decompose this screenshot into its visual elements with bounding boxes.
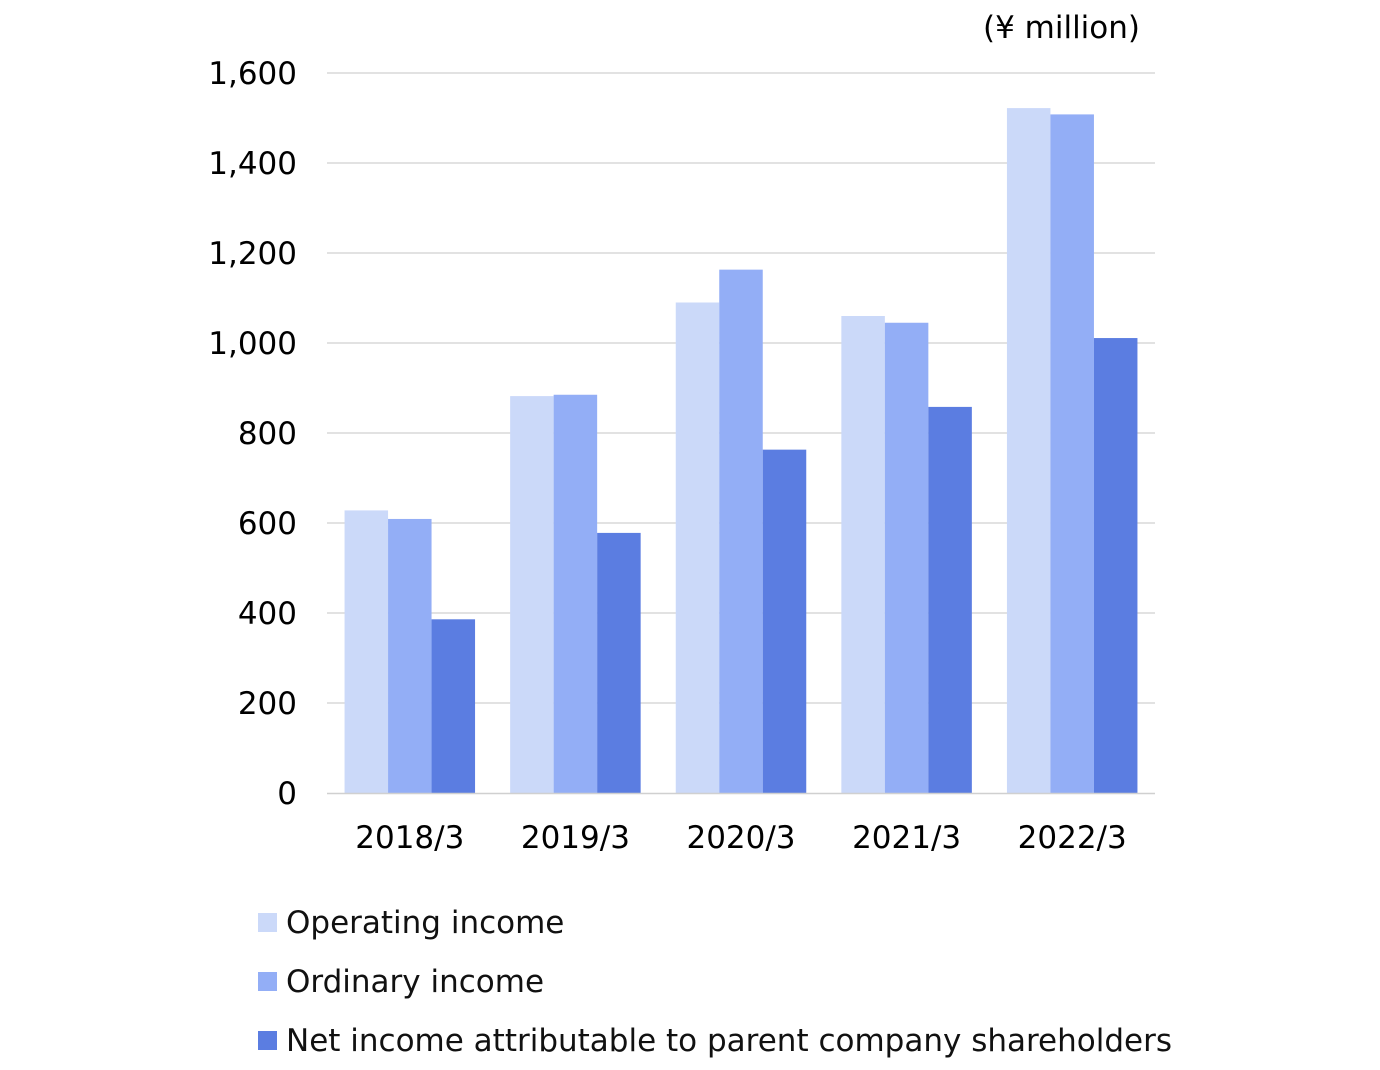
bar-operating-income-2018-3 [344, 510, 389, 793]
bar-operating-income-2019-3 [510, 396, 554, 793]
bar-operating-income-2021-3 [841, 316, 885, 793]
y-tick-label: 800 [238, 416, 297, 452]
y-tick-label: 600 [238, 506, 297, 542]
legend-label-operating-income: Operating income [286, 904, 565, 941]
bar-net-income-attributable-to-parent-company-shareholders-2019-3 [597, 532, 641, 793]
bar-chart: 0 200 400 600 800 1,000 1,200 1,400 1,600 2018/3… [208, 10, 1155, 856]
y-tick-label: 200 [238, 686, 297, 722]
legend-swatch-ordinary-income [258, 972, 277, 991]
y-tick-label: 1,600 [208, 56, 297, 92]
y-axis-ticks: 0 200 400 600 800 1,000 1,200 1,400 1,600 [208, 56, 297, 812]
bar-ordinary-income-2020-3 [719, 269, 763, 793]
legend-swatch-net-income [258, 1031, 277, 1050]
legend-label-ordinary-income: Ordinary income [286, 963, 545, 1000]
y-tick-label: 400 [238, 596, 297, 632]
x-tick-label: 2021/3 [852, 820, 961, 856]
x-axis-ticks: 2018/3 2019/3 2020/3 2021/3 2022/3 [355, 820, 1126, 856]
bar-operating-income-2022-3 [1006, 108, 1051, 794]
bar-net-income-attributable-to-parent-company-shareholders-2020-3 [762, 449, 807, 793]
x-tick-label: 2022/3 [1018, 820, 1127, 856]
unit-label: (¥ million) [983, 10, 1140, 46]
x-tick-label: 2020/3 [686, 820, 795, 856]
bar-ordinary-income-2019-3 [553, 394, 598, 793]
legend-item-net-income: Net income attributable to parent compan… [258, 1011, 1172, 1070]
bar-operating-income-2020-3 [675, 302, 720, 793]
y-tick-label: 1,200 [208, 236, 297, 272]
legend-item-operating-income: Operating income [258, 893, 1172, 952]
bar-net-income-attributable-to-parent-company-shareholders-2021-3 [928, 406, 972, 793]
y-tick-label: 1,400 [208, 146, 297, 182]
x-tick-label: 2018/3 [355, 820, 464, 856]
legend: Operating income Ordinary income Net inc… [258, 893, 1172, 1070]
bar-ordinary-income-2021-3 [884, 322, 929, 793]
bar-net-income-attributable-to-parent-company-shareholders-2022-3 [1093, 338, 1138, 793]
y-tick-label: 1,000 [208, 326, 297, 362]
legend-item-ordinary-income: Ordinary income [258, 952, 1172, 1011]
bar-ordinary-income-2022-3 [1050, 114, 1094, 793]
y-tick-label: 0 [277, 776, 297, 812]
bar-ordinary-income-2018-3 [388, 518, 432, 793]
legend-swatch-operating-income [258, 913, 277, 932]
legend-label-net-income: Net income attributable to parent compan… [286, 1022, 1172, 1059]
bar-net-income-attributable-to-parent-company-shareholders-2018-3 [431, 619, 476, 793]
bars [344, 108, 1138, 794]
x-tick-label: 2019/3 [521, 820, 630, 856]
